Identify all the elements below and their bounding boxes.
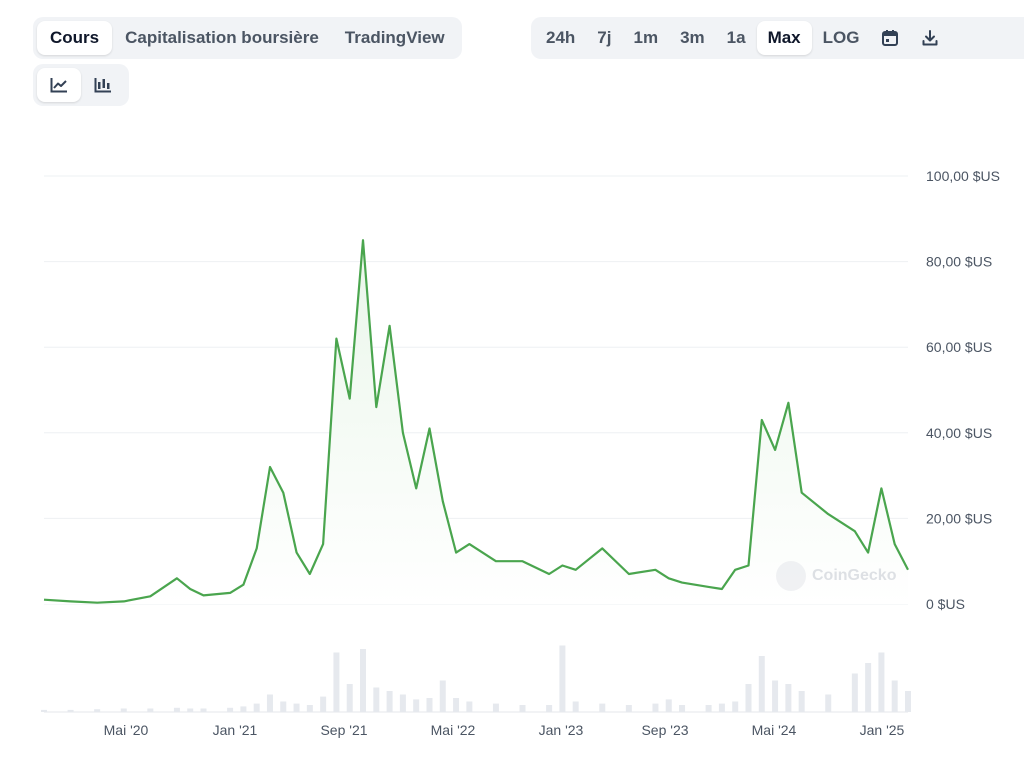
volume-bar <box>865 663 872 712</box>
x-tick-label: Jan '21 <box>213 722 258 738</box>
volume-bar <box>851 673 858 712</box>
volume-bar <box>798 691 805 712</box>
x-tick-label: Sep '21 <box>320 722 367 738</box>
candlestick-chart-icon <box>94 78 111 93</box>
volume-bar <box>187 708 194 712</box>
volume-bar <box>466 701 473 712</box>
tab-cours[interactable]: Cours <box>37 21 113 55</box>
volume-bar <box>732 701 739 712</box>
volume-bar <box>240 706 247 712</box>
price-area <box>44 240 908 604</box>
volume-bar <box>266 694 273 712</box>
line-chart-icon <box>50 78 67 93</box>
y-tick-label: 80,00 $US <box>926 254 992 270</box>
range-1m-button[interactable]: 1m <box>633 28 659 47</box>
volume-bar <box>718 703 725 712</box>
volume-bar <box>386 691 393 712</box>
volume-bar <box>878 652 885 712</box>
range-selector: 24h 7j 1m 3m 1a Max LOG <box>531 17 1024 59</box>
price-line <box>43 239 909 604</box>
volume-bar <box>373 687 380 712</box>
x-tick-label: Mai '24 <box>752 722 797 738</box>
coingecko-watermark: CoinGecko <box>776 561 896 591</box>
line-chart-button[interactable] <box>37 68 81 102</box>
volume-bar <box>519 705 526 712</box>
volume-bar <box>320 696 327 712</box>
calendar-button[interactable] <box>870 21 910 55</box>
x-tick-label: Sep '23 <box>641 722 688 738</box>
range-7j-button[interactable]: 7j <box>597 28 612 47</box>
volume-bar <box>426 698 433 712</box>
y-tick-label: 0 $US <box>926 596 965 612</box>
log-scale-button[interactable]: LOG <box>822 28 860 47</box>
volume-bar <box>825 694 832 712</box>
volume-bar <box>572 701 579 712</box>
volume-bar <box>120 708 127 712</box>
calendar-icon <box>882 30 899 46</box>
volume-bar <box>67 709 74 712</box>
y-tick-label: 60,00 $US <box>926 339 992 355</box>
x-tick-label: Mai '22 <box>431 722 476 738</box>
volume-bar <box>665 699 672 712</box>
volume-bar <box>360 649 367 712</box>
volume-bar <box>705 705 712 712</box>
volume-bar <box>94 709 101 712</box>
volume-bar <box>745 684 752 712</box>
volume-bar <box>439 680 446 712</box>
volume-bar <box>652 703 659 712</box>
volume-bar <box>891 680 898 712</box>
volume-bar <box>200 708 207 712</box>
tab-capitalisation[interactable]: Capitalisation boursière <box>125 28 319 47</box>
range-1a-button[interactable]: 1a <box>726 28 746 47</box>
volume-bar <box>280 701 287 712</box>
volume-bar <box>453 698 460 712</box>
x-tick-label: Jan '23 <box>539 722 584 738</box>
volume-bar <box>293 703 300 712</box>
download-icon <box>922 30 938 46</box>
y-tick-label: 40,00 $US <box>926 425 992 441</box>
range-24h-button[interactable]: 24h <box>546 28 576 47</box>
volume-bar <box>905 691 911 712</box>
x-tick-label: Mai '20 <box>104 722 149 738</box>
volume-bar <box>758 656 765 712</box>
volume-bar <box>492 703 499 712</box>
volume-bar <box>41 709 47 712</box>
view-tabs: Cours Capitalisation boursière TradingVi… <box>33 17 462 59</box>
volume-bar <box>346 684 353 712</box>
tab-tradingview[interactable]: TradingView <box>344 28 445 47</box>
volume-bar <box>413 699 420 712</box>
x-tick-label: Jan '25 <box>860 722 905 738</box>
volume-bar <box>785 684 792 712</box>
y-tick-label: 20,00 $US <box>926 510 992 526</box>
range-3m-button[interactable]: 3m <box>680 28 705 47</box>
volume-bar <box>147 708 154 712</box>
volume-bar <box>772 680 779 712</box>
volume-bar <box>333 652 340 712</box>
volume-bar <box>227 707 234 712</box>
volume-bar <box>173 707 180 712</box>
volume-bar <box>306 705 313 712</box>
candlestick-chart-button[interactable] <box>81 68 125 102</box>
range-max-button[interactable]: Max <box>756 21 812 55</box>
coingecko-logo-icon <box>776 561 806 591</box>
volume-bar <box>679 705 686 712</box>
volume-bar <box>559 645 566 712</box>
watermark-text: CoinGecko <box>812 567 897 584</box>
volume-bar <box>253 703 260 712</box>
volume-bar <box>399 694 406 712</box>
volume-bar <box>546 705 553 712</box>
volume-bar <box>625 705 632 712</box>
volume-bar <box>599 703 606 712</box>
chart-type-selector <box>33 64 129 106</box>
y-tick-label: 100,00 $US <box>926 168 1000 184</box>
download-button[interactable] <box>910 21 950 55</box>
